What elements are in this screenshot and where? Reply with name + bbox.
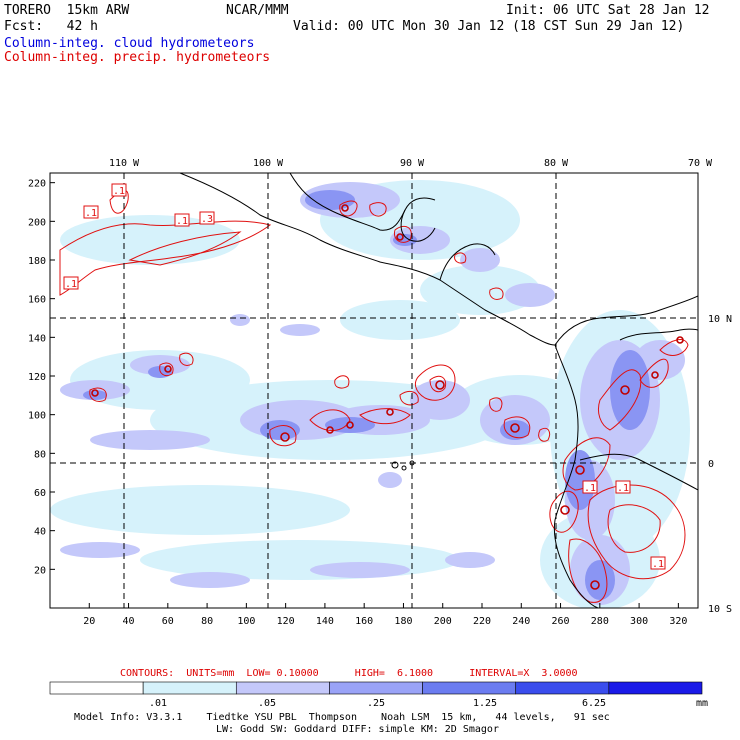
- y-tick-label: 220: [28, 179, 46, 190]
- colorbar: [49, 681, 703, 695]
- cloud-field-strong: [83, 190, 650, 600]
- axis-ticks: [50, 182, 679, 608]
- x-tick-label: 100: [237, 616, 255, 627]
- colorbar-label: 1.25: [473, 698, 497, 709]
- lon-label: 100 W: [253, 158, 284, 169]
- colorbar-label: .25: [367, 698, 385, 709]
- colorbar-swatch: [515, 681, 610, 695]
- x-tick-label: 60: [162, 616, 174, 627]
- y-tick-label: 200: [28, 217, 46, 228]
- forecast-hour: Fcst: 42 h: [4, 19, 98, 34]
- lat-label: 0: [708, 459, 714, 470]
- colorbar-label: .05: [258, 698, 276, 709]
- precip-contours: [59, 190, 689, 603]
- init-time: Init: 06 UTC Sat 28 Jan 12: [506, 3, 710, 18]
- org-label: NCAR/MMM: [226, 3, 289, 18]
- x-tick-label: 20: [83, 616, 95, 627]
- y-tick-label: 120: [28, 372, 46, 383]
- model-title: TORERO 15km ARW: [4, 3, 130, 18]
- x-tick-label: 80: [201, 616, 213, 627]
- contour-label: .1: [584, 483, 596, 494]
- colorbar-swatch: [142, 681, 237, 695]
- longitude-labels: 110 W 100 W 90 W 80 W 70 W: [109, 158, 713, 169]
- x-tick-label: 180: [394, 616, 412, 627]
- model-info: Model Info: V3.3.1 Tiedtke YSU PBL Thomp…: [74, 712, 610, 723]
- colorbar-swatch: [608, 681, 703, 695]
- coastlines: [179, 173, 698, 608]
- graticule: [50, 173, 698, 608]
- precip-cores: [91, 204, 684, 590]
- field-layer: [50, 173, 698, 608]
- colorbar-swatch: [329, 681, 423, 695]
- y-tick-label: 100: [28, 411, 46, 422]
- y-tick-label: 60: [34, 488, 46, 499]
- y-tick-label: 80: [34, 449, 46, 460]
- y-axis-labels: 220 200 180 160 140 120 100 80 60 40 20: [28, 179, 46, 577]
- colorbar-units: mm: [696, 698, 708, 709]
- physics-info: LW: Godd SW: Goddard DIFF: simple KM: 2D…: [216, 724, 499, 735]
- y-tick-label: 40: [34, 527, 46, 538]
- x-tick-label: 140: [316, 616, 334, 627]
- contour-label: .3: [201, 214, 213, 225]
- x-tick-label: 120: [277, 616, 295, 627]
- colorbar-swatch: [422, 681, 517, 695]
- x-tick-label: 160: [355, 616, 373, 627]
- contour-label: .1: [65, 279, 77, 290]
- plot-frame: [49, 172, 699, 609]
- x-tick-label: 40: [123, 616, 135, 627]
- contour-label-boxes: .1 .1 .1 .3 .1 .1 .1 .1: [63, 183, 666, 570]
- contours-info: CONTOURS: UNITS=mm LOW= 0.10000 HIGH= 6.…: [120, 668, 578, 679]
- colorbar-labels: .01 .05 .25 1.25 6.25 mm: [149, 698, 708, 709]
- colorbar-label: 6.25: [582, 698, 606, 709]
- y-tick-label: 140: [28, 333, 46, 344]
- legend-cloud: Column-integ. cloud hydrometeors: [4, 36, 255, 51]
- colorbar-swatch: [235, 681, 330, 695]
- lon-label: 110 W: [109, 158, 140, 169]
- x-tick-label: 200: [434, 616, 452, 627]
- colorbar-label: .01: [149, 698, 167, 709]
- x-axis-labels: 20 40 60 80 100 120 140 160 180 200 220 240 260 280 30…: [83, 616, 687, 627]
- latitude-labels: 10 N 0 10 S: [708, 314, 732, 615]
- contour-label: .1: [113, 186, 125, 197]
- x-tick-label: 320: [669, 616, 687, 627]
- x-tick-label: 240: [512, 616, 530, 627]
- contour-label: .1: [652, 559, 664, 570]
- lon-label: 80 W: [544, 158, 569, 169]
- y-tick-label: 180: [28, 256, 46, 267]
- x-tick-label: 220: [473, 616, 491, 627]
- contour-label: .1: [85, 208, 97, 219]
- legend-precip: Column-integ. precip. hydrometeors: [4, 50, 271, 65]
- lat-label: 10 N: [708, 314, 732, 325]
- contour-label: .1: [176, 216, 188, 227]
- colorbar-swatch: [49, 681, 144, 695]
- contour-label: .1: [617, 483, 629, 494]
- x-tick-label: 280: [591, 616, 609, 627]
- lon-label: 70 W: [688, 158, 713, 169]
- lat-label: 10 S: [708, 604, 732, 615]
- valid-time: Valid: 00 UTC Mon 30 Jan 12 (18 CST Sun …: [293, 19, 685, 34]
- lon-label: 90 W: [400, 158, 425, 169]
- x-tick-label: 260: [552, 616, 570, 627]
- y-tick-label: 160: [28, 295, 46, 306]
- x-tick-label: 300: [630, 616, 648, 627]
- y-tick-label: 20: [34, 565, 46, 576]
